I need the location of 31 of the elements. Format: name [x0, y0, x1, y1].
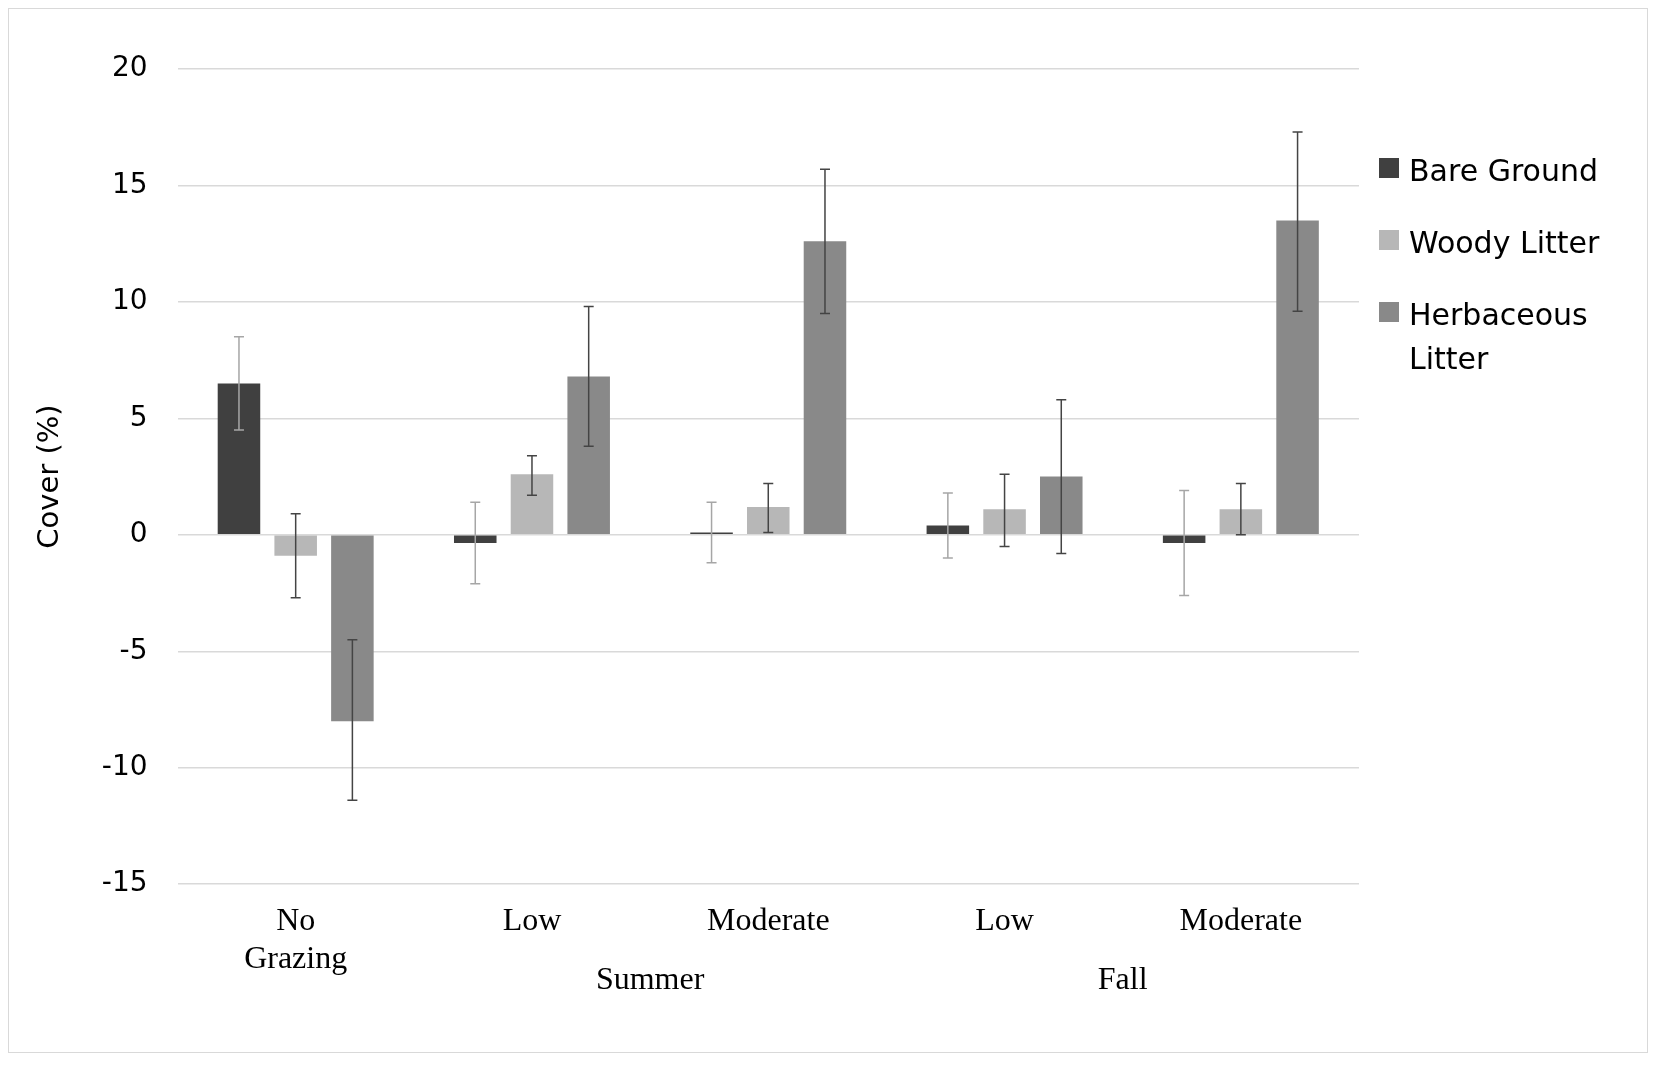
y-tick-label: -15 — [101, 865, 148, 899]
x-tick-label: Moderate — [1179, 900, 1303, 937]
bar — [510, 474, 554, 535]
x-tick-label: Low — [502, 900, 562, 937]
x-tick-label: Low — [975, 900, 1034, 937]
bar — [1219, 509, 1263, 535]
bar — [454, 535, 497, 543]
y-axis-title: Cover (%) — [30, 404, 65, 549]
y-tick-label: 5 — [129, 399, 148, 433]
bar — [567, 376, 610, 535]
bar — [331, 535, 374, 722]
y-tick-label: 10 — [111, 283, 148, 317]
x-tick-label: No Grazing — [244, 900, 348, 976]
legend-label: Woody Litter — [1409, 224, 1600, 262]
legend-label: Herbaceous Litter — [1409, 296, 1589, 378]
bar — [1040, 476, 1083, 535]
bar — [983, 509, 1026, 535]
bar — [217, 383, 261, 535]
legend-label: Bare Ground — [1409, 152, 1598, 190]
bar — [274, 535, 317, 556]
bar — [747, 506, 790, 535]
text: Summer — [595, 959, 705, 996]
x-tick-label: Moderate — [706, 900, 830, 937]
y-tick-label: 15 — [111, 166, 148, 200]
text: Fall — [1097, 959, 1148, 996]
y-tick-label: -5 — [119, 632, 148, 666]
bar — [1276, 220, 1319, 535]
bar — [803, 241, 847, 535]
y-tick-label: -10 — [101, 749, 148, 783]
y-tick-label: 20 — [111, 50, 148, 84]
y-tick-label: 0 — [129, 516, 148, 550]
